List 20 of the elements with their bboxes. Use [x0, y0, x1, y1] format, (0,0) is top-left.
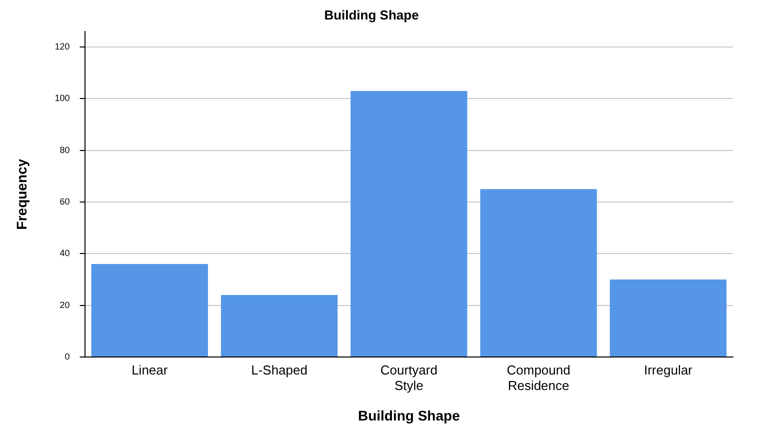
y-tick-label: 120	[54, 42, 70, 52]
y-tick-label: 80	[60, 144, 70, 155]
y-tick-label: 100	[54, 93, 70, 104]
chart-title: Building Shape	[324, 7, 419, 22]
y-tick-label: 40	[60, 248, 70, 258]
y-tick-label: 60	[60, 196, 70, 207]
x-tick-label: Irregular	[644, 362, 694, 378]
y-tick-label: 20	[60, 300, 70, 310]
bar	[220, 295, 338, 356]
x-axis-title: Building Shape	[358, 407, 460, 424]
x-tick-label: Courtyard Style	[380, 362, 438, 393]
x-tick-label: Compound Residence	[506, 362, 570, 393]
y-axis-title: Frequency	[13, 158, 30, 230]
bar	[350, 91, 468, 356]
x-tick-label: Linear	[132, 362, 168, 378]
bar	[610, 280, 727, 356]
bar	[91, 264, 208, 356]
bar	[480, 189, 597, 356]
x-tick-label: L-Shaped	[251, 362, 308, 378]
y-tick-label: 0	[64, 351, 70, 362]
